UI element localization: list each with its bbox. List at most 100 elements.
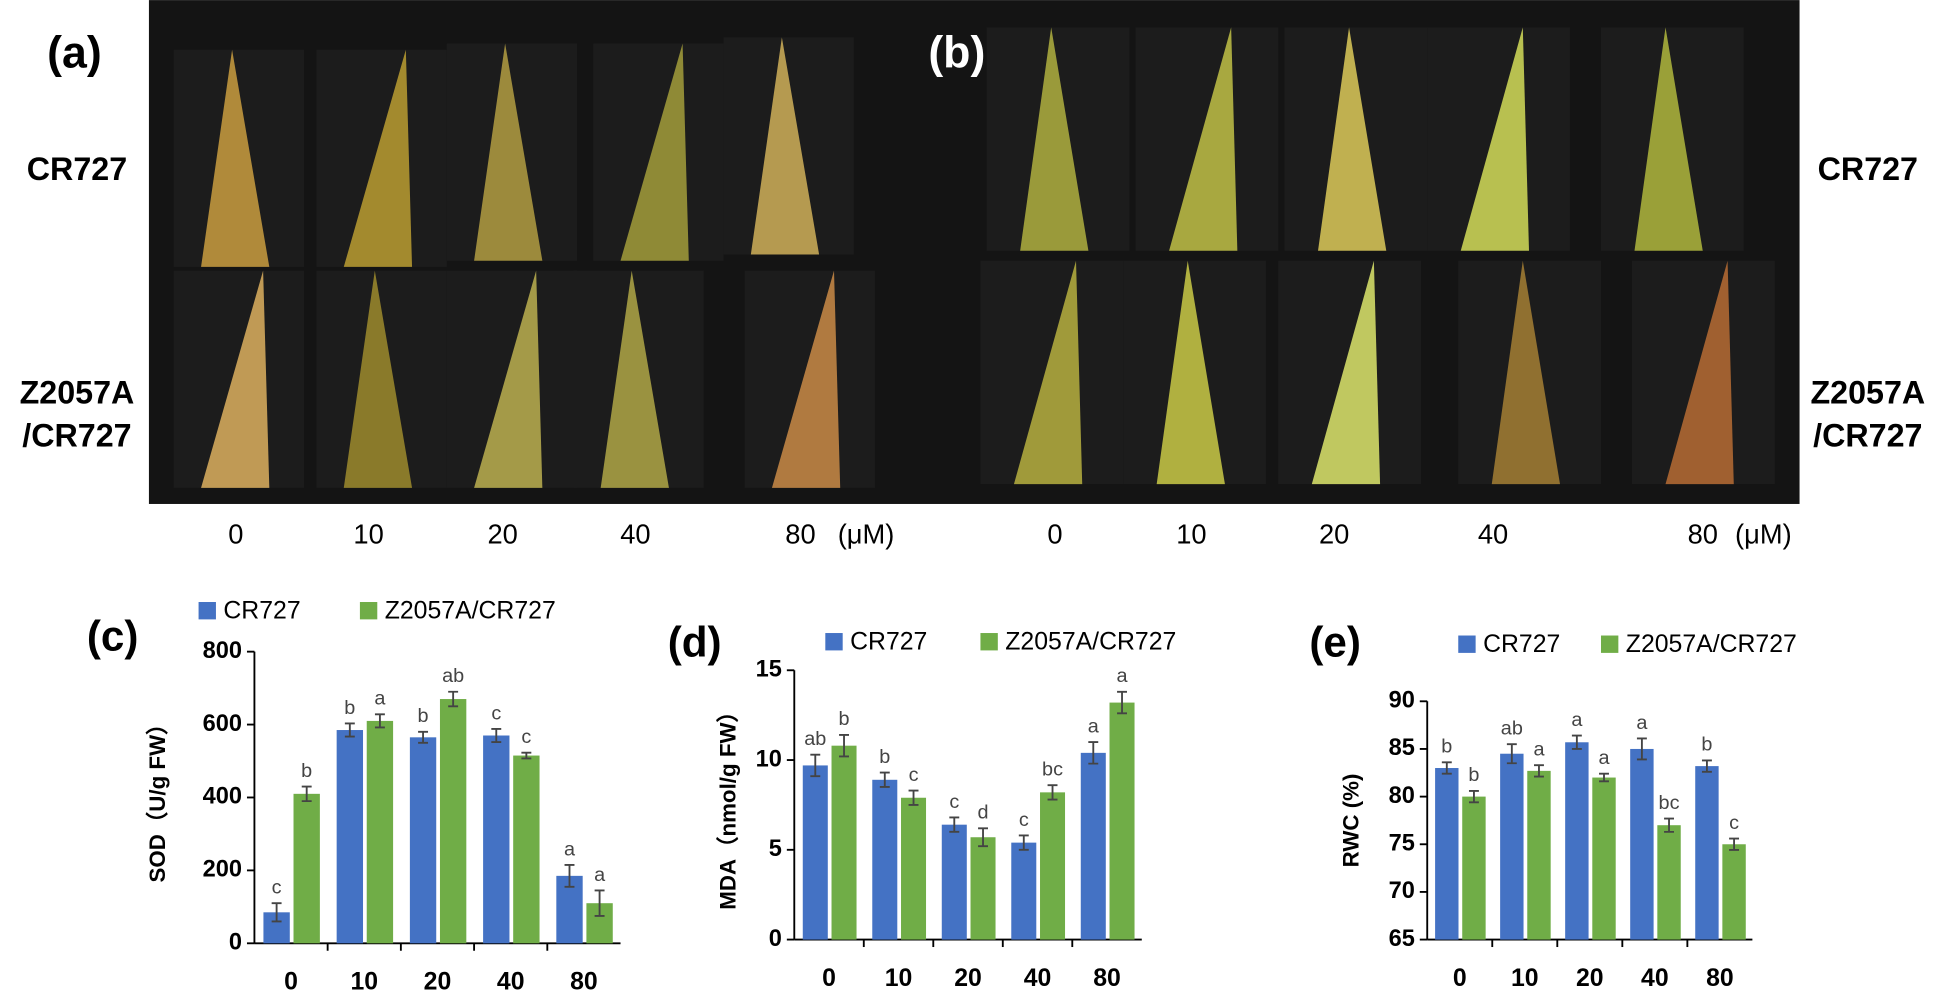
bar <box>439 699 467 944</box>
error-bar <box>1441 761 1452 775</box>
leaf <box>1491 260 1561 485</box>
y-tick-label: 5 <box>769 835 782 861</box>
bar <box>901 797 927 940</box>
significance-label: a <box>594 864 606 886</box>
bar <box>802 765 828 940</box>
error-bar <box>1018 834 1029 851</box>
bar <box>1592 777 1616 940</box>
error-bar <box>978 827 988 848</box>
error-bar <box>521 751 532 760</box>
bar <box>1630 748 1654 940</box>
legend-swatch <box>825 633 843 651</box>
y-tick-label: 10 <box>756 745 782 771</box>
bar <box>1435 768 1459 940</box>
error-bar <box>1468 789 1479 804</box>
error-bar <box>271 902 282 923</box>
y-tick-label: 70 <box>1389 877 1415 903</box>
significance-label: d <box>978 802 989 824</box>
bar <box>831 745 857 940</box>
x-tick-label: 20 <box>424 969 452 996</box>
error-bar <box>594 889 605 917</box>
bar <box>1695 766 1719 940</box>
x-tick-label: 0 <box>1453 965 1467 992</box>
leaf <box>1311 260 1381 485</box>
unit-label: (μM) <box>1735 518 1792 549</box>
x-tick-label: 20 <box>954 965 982 992</box>
error-bar <box>1117 690 1127 715</box>
x-tick-label: 10 <box>885 965 913 992</box>
bar <box>483 735 510 944</box>
significance-label: a <box>564 838 576 860</box>
bar <box>336 730 364 944</box>
leaf <box>201 270 270 488</box>
legend-label: CR727 <box>223 598 300 625</box>
significance-label: b <box>839 708 850 730</box>
leaf <box>600 270 669 488</box>
y-tick-label: 85 <box>1389 734 1415 760</box>
concentration-label: 10 <box>353 518 383 549</box>
x-tick-label: 80 <box>1093 965 1121 992</box>
bar <box>872 779 898 940</box>
bar <box>1080 752 1106 940</box>
y-tick-label: 0 <box>229 929 242 955</box>
y-tick-label: 90 <box>1389 687 1415 713</box>
significance-label: a <box>374 688 386 710</box>
significance-label: b <box>418 705 429 727</box>
legend-label: Z2057A/CR727 <box>1626 631 1797 658</box>
error-bar <box>1701 759 1712 773</box>
row-label: /CR727 <box>1813 418 1922 454</box>
y-tick-label: 80 <box>1389 782 1415 808</box>
x-tick-label: 80 <box>1706 965 1734 992</box>
panel-label: (c) <box>87 612 139 659</box>
error-bar <box>839 733 849 758</box>
bar <box>1109 702 1135 940</box>
unit-label: (μM) <box>838 518 895 549</box>
significance-label: b <box>344 697 355 719</box>
leaf <box>201 49 270 267</box>
leaf <box>1460 27 1529 251</box>
legend-swatch <box>1458 635 1476 653</box>
y-axis-label: RWC (%) <box>1339 774 1364 868</box>
significance-label: b <box>1701 734 1712 756</box>
significance-label: c <box>521 726 531 748</box>
bar <box>1040 792 1066 940</box>
bar <box>409 737 437 944</box>
significance-label: a <box>1533 739 1545 761</box>
significance-label: ab <box>442 665 464 687</box>
error-bar <box>1506 743 1517 765</box>
panel-label: (a) <box>47 29 102 78</box>
error-bar <box>301 785 312 803</box>
leaf <box>1634 27 1703 251</box>
row-label: CR727 <box>1818 151 1918 187</box>
leaf <box>750 37 820 255</box>
leaf <box>771 270 841 488</box>
y-tick-label: 600 <box>203 710 242 736</box>
panel-label: (d) <box>668 619 722 666</box>
y-tick-label: 15 <box>756 656 782 682</box>
x-tick-label: 20 <box>1576 965 1604 992</box>
row-label: CR727 <box>27 151 127 187</box>
row-label: /CR727 <box>22 418 131 454</box>
significance-label: c <box>1729 812 1739 834</box>
error-bar <box>491 728 502 743</box>
significance-label: c <box>272 877 282 899</box>
concentration-label: 40 <box>1478 518 1508 549</box>
error-bar <box>1636 737 1647 761</box>
bar <box>1500 753 1524 940</box>
concentration-label: 80 <box>785 518 815 549</box>
x-tick-label: 0 <box>284 969 298 996</box>
y-tick-label: 65 <box>1389 925 1415 951</box>
error-bar <box>908 789 919 806</box>
bar <box>970 837 996 940</box>
legend-label: CR727 <box>850 629 927 656</box>
error-bar <box>1534 764 1544 778</box>
significance-label: ab <box>1501 718 1523 740</box>
bar <box>1011 842 1037 940</box>
error-bar <box>810 753 821 778</box>
x-tick-label: 10 <box>350 969 378 996</box>
concentration-label: 80 <box>1688 518 1718 549</box>
y-tick-label: 400 <box>203 783 242 809</box>
leaf-photos <box>173 27 1775 488</box>
error-bar <box>1047 784 1058 801</box>
